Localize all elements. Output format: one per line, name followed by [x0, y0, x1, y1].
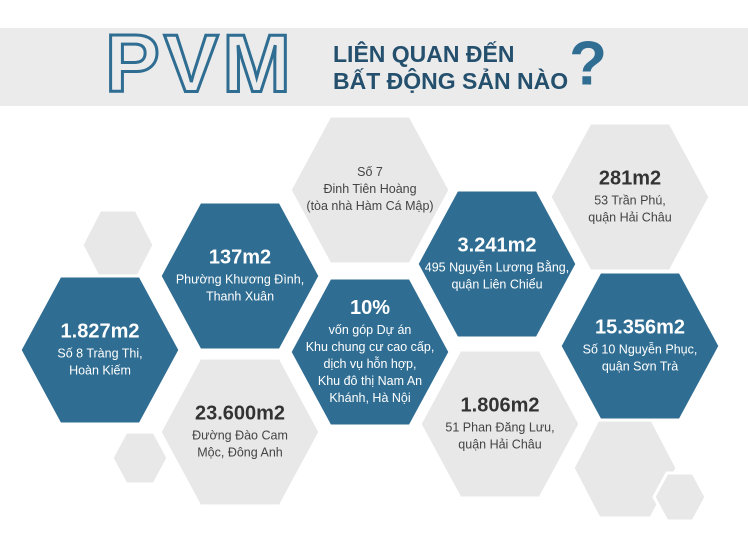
hexagon-value: 1.806m2: [461, 394, 540, 416]
hexagon: [158, 356, 322, 508]
hexagon: [158, 200, 322, 352]
hexagon-text: Hoàn Kiếm: [69, 363, 131, 377]
hexagon-text: Khu đô thị Nam An: [318, 374, 422, 388]
hexagon-text: dịch vụ hỗn hợp,: [324, 356, 417, 371]
hexagon-text: Khu chung cư cao cấp,: [306, 340, 435, 354]
hexagon-text: quận Hải Châu: [458, 437, 541, 451]
hexagon-group: 137m2 Phường Khương Đình, Thanh Xuân Số 7 Đi…: [18, 114, 722, 523]
hexagon-text: Đường Đào Cam: [192, 428, 288, 442]
hexagon-text: 495 Nguyễn Lương Bằng,: [425, 259, 569, 274]
hexagon-text: quận Hải Châu: [588, 210, 671, 224]
hexagon: [80, 208, 156, 282]
header-subtitle: LIÊN QUAN ĐẾN: [333, 40, 514, 67]
hexagon-value: 281m2: [599, 167, 661, 189]
hexagon-value: 3.241m2: [458, 234, 537, 256]
hexagon-text: Khánh, Hà Nội: [329, 391, 410, 405]
header-title: PVM: [105, 19, 295, 110]
question-mark: ?: [569, 29, 607, 98]
hexagon-text: Đinh Tiên Hoàng: [323, 182, 416, 196]
hexagon-value: 1.827m2: [61, 320, 140, 342]
hexagon-text: Mộc, Đông Anh: [197, 445, 283, 459]
hexagon: [288, 276, 452, 428]
hexagon-text: quận Sơn Trà: [602, 359, 678, 373]
hexagon: [418, 348, 582, 500]
hexagon-value: 137m2: [209, 246, 271, 268]
hexagon: [110, 430, 170, 486]
hexagon: [18, 274, 182, 426]
hexagon-text: (tòa nhà Hàm Cá Mập): [306, 199, 433, 213]
hexagon-value: 23.600m2: [195, 402, 285, 424]
hexagon-text: Số 10 Nguyễn Phục,: [583, 341, 698, 356]
hexagon: [548, 121, 712, 273]
hexagon-value: 15.356m2: [595, 316, 685, 338]
hexagon-text: 53 Trần Phú,: [594, 193, 666, 207]
hexagon-text: Số 7: [357, 165, 383, 179]
hexagon: [415, 188, 579, 340]
hexagon-text: Số 8 Tràng Thi,: [57, 346, 142, 360]
hexagon: [288, 114, 452, 266]
header-subtitle: BẤT ĐỘNG SẢN NÀO: [333, 66, 568, 94]
hexagon-text: vốn góp Dự án: [329, 323, 412, 337]
hexagon-value: 10%: [350, 297, 390, 319]
hexagon: [652, 471, 708, 523]
hexagon-text: quận Liên Chiểu: [451, 277, 542, 291]
header-band: [0, 28, 748, 106]
hexagon-text: Thanh Xuân: [206, 289, 274, 303]
hexagon-text: 51 Phan Đăng Lưu,: [445, 420, 554, 434]
hexagon: [558, 270, 722, 422]
hexagon-text: Phường Khương Đình,: [176, 272, 304, 286]
